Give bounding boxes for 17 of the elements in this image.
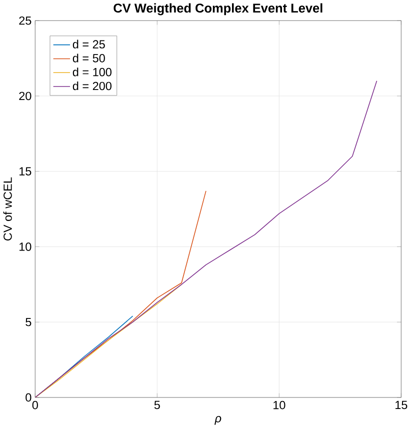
legend-label: d = 50 xyxy=(72,54,105,62)
y-tick-label: 20 xyxy=(19,92,32,100)
y-tick-label: 10 xyxy=(20,242,32,251)
x-tick-label: 10 xyxy=(274,400,286,410)
y-tick-label: 15 xyxy=(20,167,32,176)
legend-label: d = 100 xyxy=(72,68,112,76)
x-tick-label: 0 xyxy=(32,400,38,410)
x-axis-title: ρ xyxy=(214,416,222,425)
x-tick-label: 15 xyxy=(396,400,408,410)
y-axis-title: CV of wCEL xyxy=(3,177,12,240)
legend-label: d = 200 xyxy=(72,82,112,90)
legend-label: d = 25 xyxy=(72,40,105,48)
chart-title: CV Weigthed Complex Event Level xyxy=(114,3,322,16)
x-tick-label: 5 xyxy=(154,400,160,410)
y-tick-label: 0 xyxy=(26,393,32,402)
y-tick-label: 5 xyxy=(26,318,32,326)
y-tick-label: 25 xyxy=(19,16,32,25)
